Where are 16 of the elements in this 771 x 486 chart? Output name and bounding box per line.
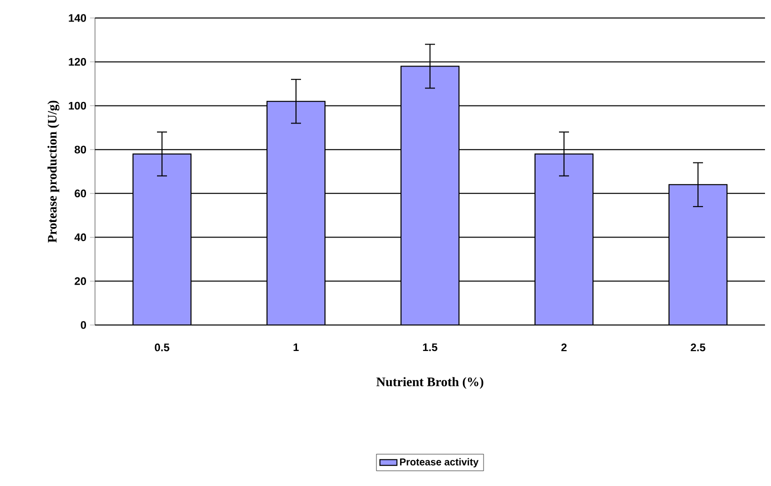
y-tick-label: 60 bbox=[74, 190, 86, 198]
x-tick-label: 0.5 bbox=[154, 344, 170, 352]
legend-label: Protease activity bbox=[400, 458, 479, 468]
y-tick-label: 140 bbox=[68, 14, 86, 22]
x-tick-label: 1.5 bbox=[423, 344, 438, 352]
y-tick-label: 20 bbox=[74, 277, 86, 286]
y-tick-label: 100 bbox=[68, 102, 86, 110]
y-tick-label: 80 bbox=[74, 146, 86, 154]
x-axis-title: Nutrient Broth (%) bbox=[376, 377, 484, 389]
x-tick-label: 2 bbox=[561, 344, 567, 352]
y-tick-label: 120 bbox=[68, 58, 86, 66]
x-tick-label: 1 bbox=[294, 344, 299, 352]
y-tick-label: 0 bbox=[80, 321, 86, 329]
y-tick-label: 40 bbox=[74, 233, 86, 242]
y-axis-title: Protease production (U/g) bbox=[48, 100, 60, 243]
x-tick-label: 2.5 bbox=[690, 344, 706, 352]
